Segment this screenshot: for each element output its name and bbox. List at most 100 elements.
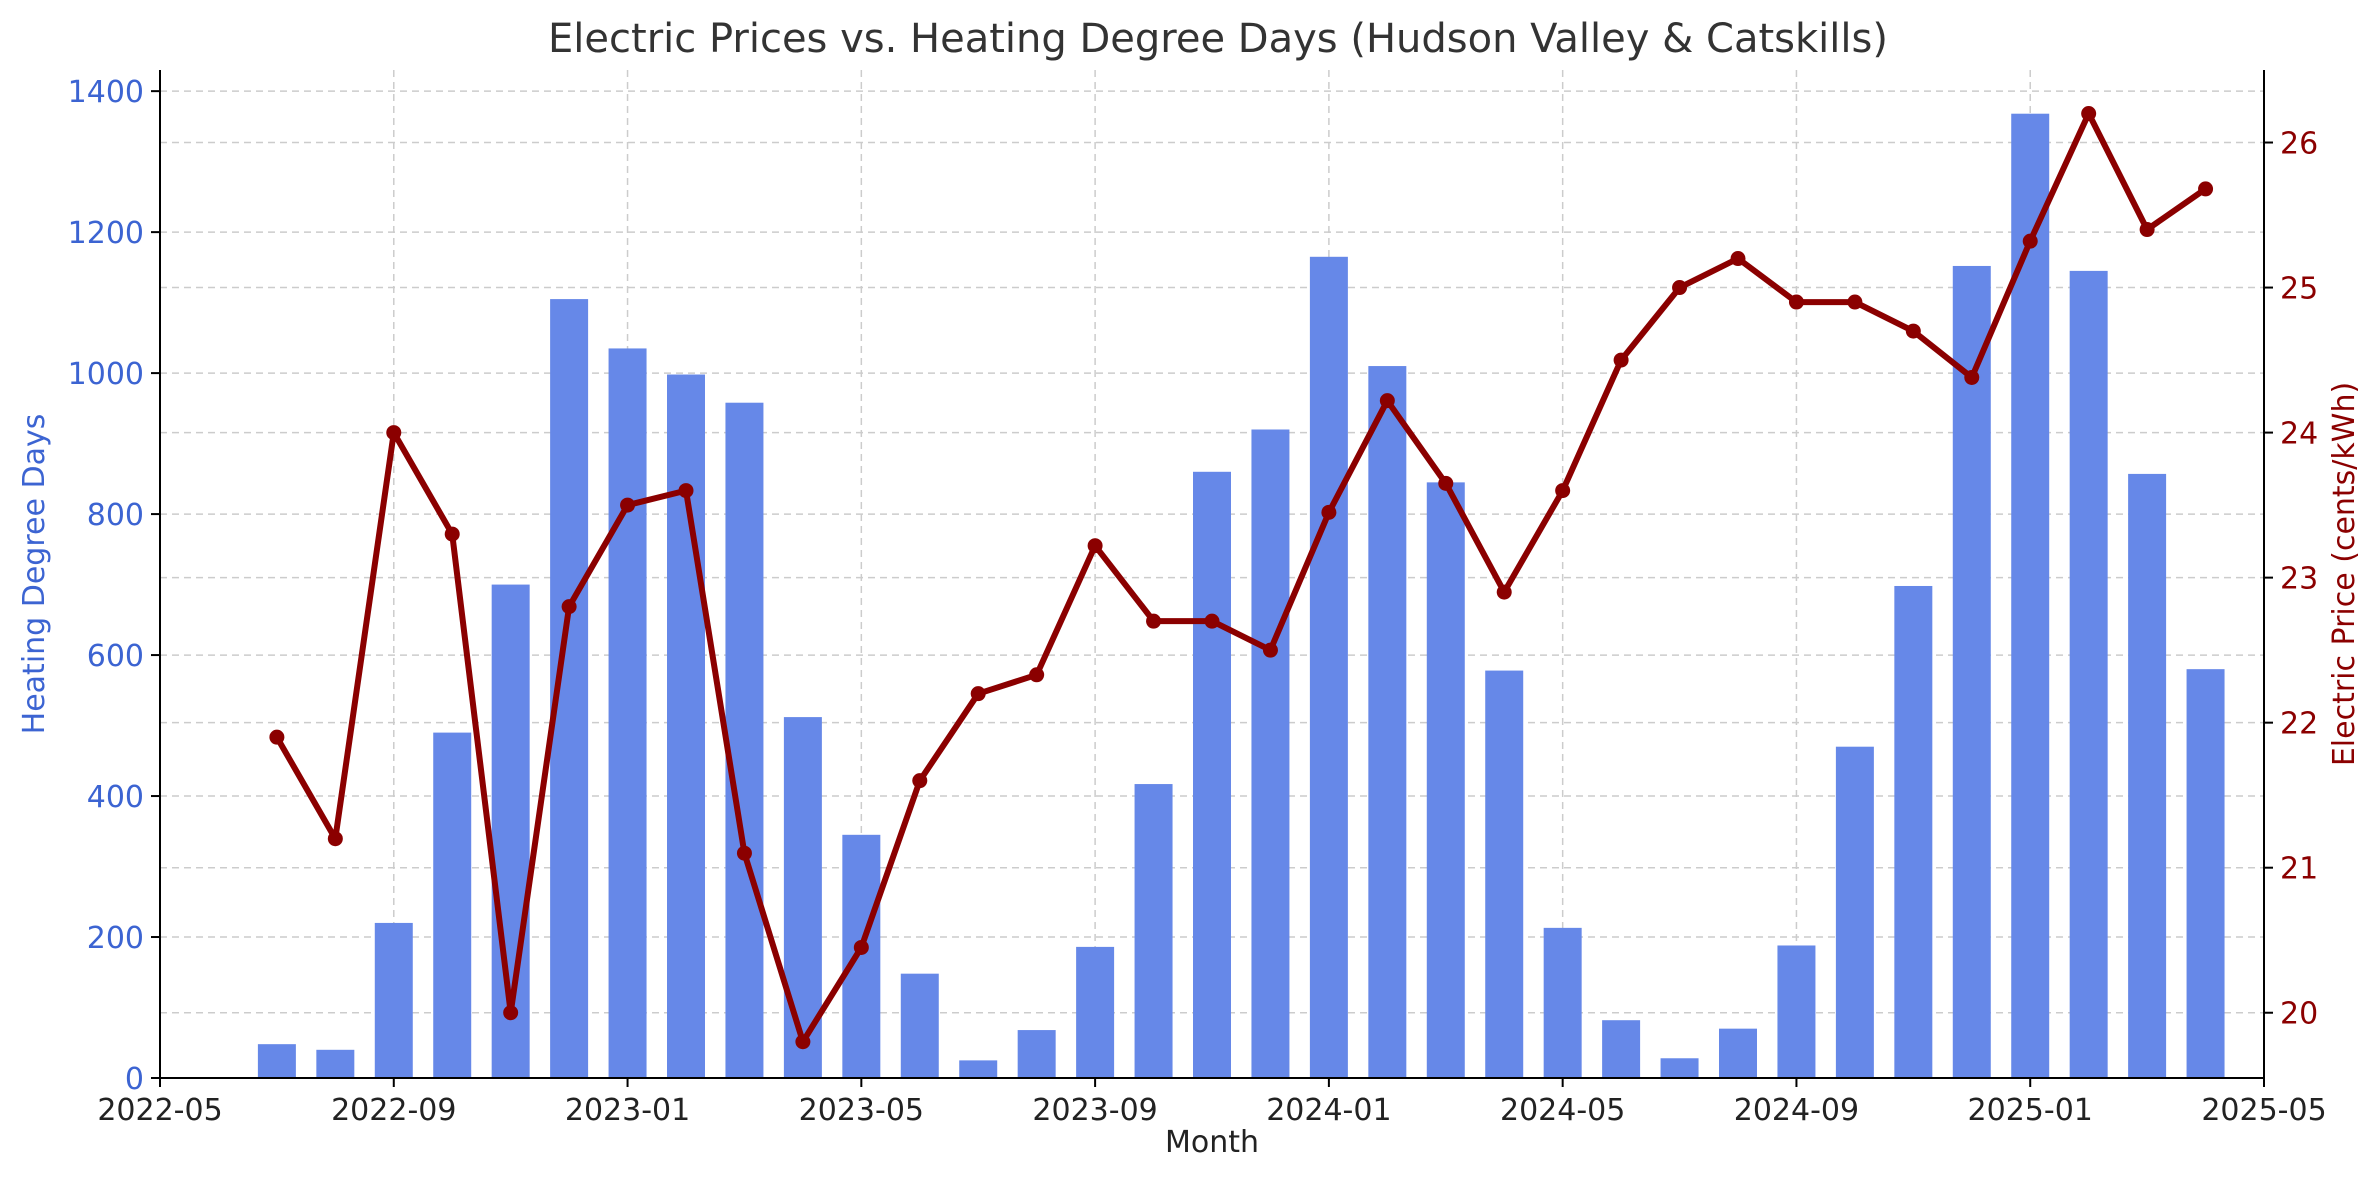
hdd-bar — [1368, 366, 1407, 1079]
x-tick-label: 2022-05 — [97, 1093, 222, 1128]
price-point — [912, 773, 928, 789]
hdd-bar — [316, 1049, 355, 1078]
price-point — [1087, 538, 1103, 554]
price-point — [1672, 280, 1688, 296]
hdd-bar — [2186, 669, 2225, 1078]
right-y-tick-label: 24 — [2280, 417, 2318, 452]
x-tick-label: 2024-05 — [1500, 1093, 1625, 1128]
price-point — [1438, 475, 1454, 491]
hdd-bar — [608, 348, 647, 1078]
price-point — [444, 526, 460, 542]
x-tick-label: 2025-01 — [1968, 1093, 2093, 1128]
hdd-bar — [1952, 265, 1991, 1079]
x-tick-label: 2024-09 — [1734, 1093, 1859, 1128]
right-y-tick-label: 20 — [2280, 997, 2318, 1032]
hdd-bar — [842, 834, 881, 1078]
price-point — [2198, 181, 2214, 197]
price-point — [2139, 222, 2155, 238]
left-y-tick-label: 800 — [87, 498, 144, 533]
hdd-bar — [374, 922, 413, 1078]
left-y-tick-label: 1200 — [68, 216, 144, 251]
left-y-tick-label: 400 — [87, 780, 144, 815]
price-point — [1029, 667, 1045, 683]
hdd-bar — [667, 374, 705, 1079]
chart-title: Electric Prices vs. Heating Degree Days … — [548, 16, 1888, 62]
right-y-tick-label: 22 — [2280, 707, 2318, 742]
hdd-bar — [900, 973, 939, 1078]
hdd-bar — [257, 1044, 296, 1078]
hdd-bar — [2128, 473, 2167, 1078]
price-point — [561, 599, 577, 615]
right-y-tick-label: 26 — [2280, 127, 2318, 162]
price-point — [503, 1005, 519, 1021]
hdd-bar — [1602, 1020, 1641, 1078]
price-point — [853, 939, 869, 955]
hdd-bar — [2011, 113, 2050, 1079]
hdd-bar — [1076, 946, 1115, 1078]
price-point — [970, 686, 986, 702]
x-tick-label: 2025-05 — [2201, 1093, 2326, 1128]
price-point — [1964, 369, 1980, 385]
hdd-bar — [1193, 471, 1231, 1078]
left-y-tick-label: 600 — [87, 639, 144, 674]
price-point — [1788, 294, 1804, 310]
hdd-bar — [1543, 927, 1582, 1078]
price-point — [1555, 483, 1571, 499]
x-tick-label: 2023-09 — [1032, 1093, 1157, 1128]
price-point — [620, 497, 636, 513]
price-point — [1146, 613, 1162, 629]
price-point — [736, 845, 752, 861]
hdd-bar — [1134, 784, 1173, 1078]
right-y-axis: 20 21 22 23 24 25 26 — [2264, 127, 2318, 1032]
left-y-tick-label: 1000 — [68, 357, 144, 392]
price-point — [386, 425, 402, 441]
hdd-bars — [257, 113, 2225, 1079]
price-point — [1262, 642, 1278, 658]
price-point — [327, 831, 343, 847]
hdd-bar — [1660, 1058, 1699, 1078]
price-point — [795, 1034, 811, 1050]
price-point — [1613, 352, 1629, 368]
price-point — [2081, 106, 2097, 122]
price-point — [1847, 294, 1863, 310]
hdd-bar — [1777, 945, 1816, 1078]
hdd-bar — [1894, 585, 1933, 1078]
price-point — [1379, 393, 1395, 409]
price-point — [1496, 584, 1512, 600]
x-axis-label: Month — [1165, 1125, 1259, 1160]
left-y-axis: 0 200 400 600 800 1000 1200 1400 — [68, 75, 160, 1097]
hdd-bar — [1485, 670, 1524, 1078]
x-tick-label: 2023-01 — [565, 1093, 690, 1128]
price-point — [1321, 504, 1337, 520]
right-y-tick-label: 23 — [2280, 562, 2318, 597]
price-point — [678, 483, 694, 499]
left-y-tick-label: 200 — [87, 921, 144, 956]
x-tick-label: 2024-01 — [1266, 1093, 1391, 1128]
right-y-tick-label: 25 — [2280, 272, 2318, 307]
hdd-bar — [433, 732, 472, 1078]
left-y-tick-label: 0 — [125, 1062, 144, 1097]
hdd-bar — [2069, 270, 2108, 1078]
hdd-bar — [1719, 1028, 1757, 1078]
price-point — [269, 729, 285, 745]
price-point — [2022, 233, 2038, 249]
left-y-axis-label: Heating Degree Days — [17, 414, 52, 735]
x-tick-label: 2023-05 — [799, 1093, 924, 1128]
left-y-tick-label: 1400 — [68, 75, 144, 110]
hdd-bar — [959, 1060, 998, 1078]
x-axis: 2022-05 2022-09 2023-01 2023-05 2023-09 2024-… — [97, 1078, 2327, 1128]
hdd-bar — [1426, 482, 1465, 1078]
price-point — [1204, 613, 1220, 629]
right-y-axis-label: Electric Price (cents/kWh) — [2327, 382, 2362, 766]
price-point — [1730, 251, 1746, 267]
hdd-bar — [725, 402, 764, 1079]
hdd-bar — [1835, 746, 1874, 1078]
hdd-bar — [1017, 1030, 1056, 1078]
hdd-bar — [1251, 429, 1290, 1079]
right-y-tick-label: 21 — [2280, 852, 2318, 887]
price-point — [1905, 323, 1921, 339]
price-line — [269, 106, 2214, 1050]
x-tick-label: 2022-09 — [331, 1093, 456, 1128]
hdd-bar — [1309, 256, 1348, 1078]
